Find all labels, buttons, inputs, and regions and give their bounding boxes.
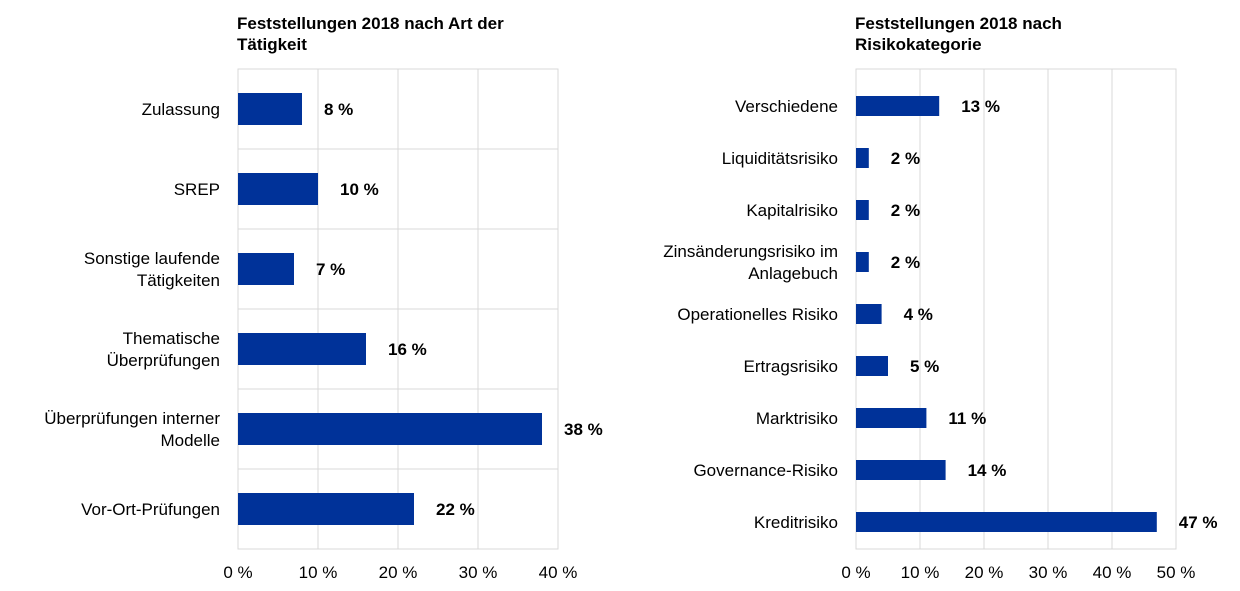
risk-x-tick-label: 20 % — [965, 563, 1004, 582]
activity-x-tick-label: 30 % — [459, 563, 498, 582]
risk-bar — [856, 148, 869, 168]
risk-data-label: 4 % — [904, 305, 933, 324]
activity-x-tick-label: 40 % — [539, 563, 578, 582]
risk-category-label: Anlagebuch — [748, 264, 838, 283]
activity-bar — [238, 413, 542, 445]
risk-data-label: 13 % — [961, 97, 1000, 116]
risk-data-label: 11 % — [948, 409, 986, 428]
risk-x-tick-label: 30 % — [1029, 563, 1068, 582]
risk-category-label: Zinsänderungsrisiko im — [663, 242, 838, 261]
risk-data-label: 5 % — [910, 357, 939, 376]
risk-bar — [856, 304, 882, 324]
risk-data-label: 47 % — [1179, 513, 1218, 532]
chart-title-line: Tätigkeit — [237, 35, 307, 54]
risk-category-label: Governance-Risiko — [693, 461, 838, 480]
activity-category-label: Überprüfungen — [107, 351, 220, 370]
activity-data-label: 38 % — [564, 420, 603, 439]
activity-bar — [238, 493, 414, 525]
risk-category-label: Ertragsrisiko — [744, 357, 838, 376]
activity-category-label: SREP — [174, 180, 220, 199]
activity-category-label: Modelle — [160, 431, 220, 450]
risk-bar — [856, 512, 1157, 532]
activity-category-label: Tätigkeiten — [137, 271, 220, 290]
risk-bar — [856, 460, 946, 480]
activity-data-label: 16 % — [388, 340, 427, 359]
activity-bar — [238, 333, 366, 365]
risk-x-tick-label: 40 % — [1093, 563, 1132, 582]
chart-title-risk: Feststellungen 2018 nach Risikokategorie — [855, 13, 1062, 55]
risk-category-label: Kreditrisiko — [754, 513, 838, 532]
chart-title-line: Feststellungen 2018 nach Art der — [237, 14, 504, 33]
activity-category-label: Sonstige laufende — [84, 249, 220, 268]
risk-bar — [856, 252, 869, 272]
risk-category-label: Kapitalrisiko — [746, 201, 838, 220]
risk-bar — [856, 200, 869, 220]
activity-category-label: Vor-Ort-Prüfungen — [81, 500, 220, 519]
activity-data-label: 10 % — [340, 180, 379, 199]
risk-data-label: 2 % — [891, 201, 920, 220]
chart-title-line: Risikokategorie — [855, 35, 982, 54]
activity-x-tick-label: 10 % — [299, 563, 338, 582]
activity-data-label: 22 % — [436, 500, 475, 519]
chart-title-activity: Feststellungen 2018 nach Art der Tätigke… — [237, 13, 504, 55]
activity-category-label: Überprüfungen interner — [44, 409, 220, 428]
risk-category-label: Marktrisiko — [756, 409, 838, 428]
risk-category-label: Operationelles Risiko — [677, 305, 838, 324]
activity-data-label: 8 % — [324, 100, 353, 119]
risk-x-tick-label: 10 % — [901, 563, 940, 582]
activity-bar — [238, 253, 294, 285]
activity-category-label: Thematische — [123, 329, 220, 348]
risk-category-label: Liquiditätsrisiko — [722, 149, 838, 168]
activity-x-tick-label: 20 % — [379, 563, 418, 582]
risk-data-label: 2 % — [891, 149, 920, 168]
risk-x-tick-label: 50 % — [1157, 563, 1196, 582]
risk-bar — [856, 408, 927, 428]
activity-bar — [238, 173, 318, 205]
chart-title-line: Feststellungen 2018 nach — [855, 14, 1062, 33]
activity-category-label: Zulassung — [142, 100, 220, 119]
risk-x-tick-label: 0 % — [841, 563, 870, 582]
activity-bar — [238, 93, 302, 125]
risk-data-label: 2 % — [891, 253, 920, 272]
activity-x-tick-label: 0 % — [223, 563, 252, 582]
risk-data-label: 14 % — [968, 461, 1007, 480]
risk-bar — [856, 96, 940, 116]
risk-category-label: Verschiedene — [735, 97, 838, 116]
activity-data-label: 7 % — [316, 260, 345, 279]
risk-bar — [856, 356, 888, 376]
